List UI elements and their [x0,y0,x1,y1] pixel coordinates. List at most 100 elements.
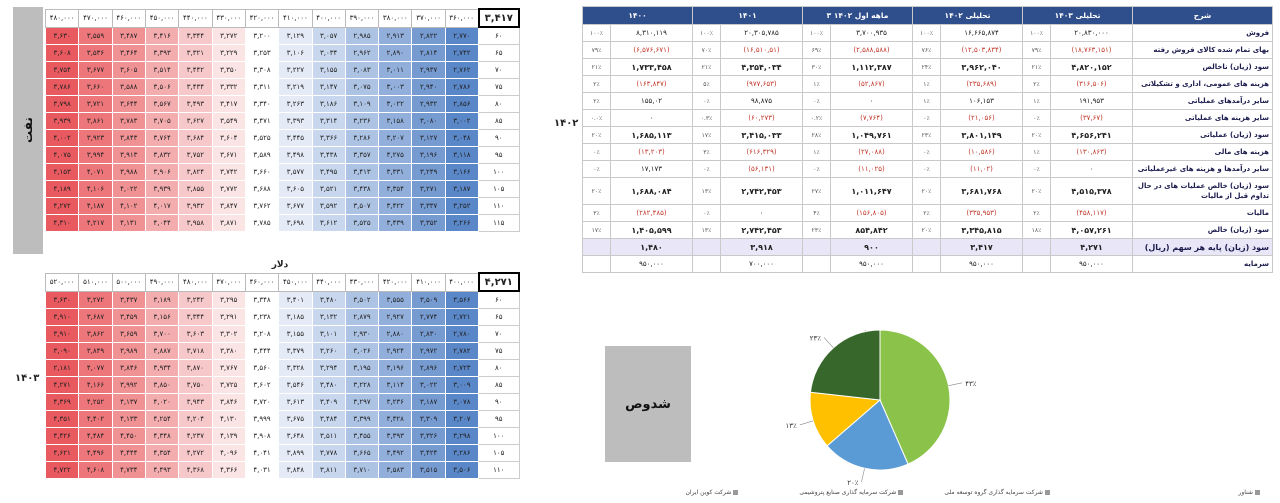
pie-slice [826,399,909,471]
legend-label: شناور [1238,489,1253,496]
fin-percent-cell: ۰.۲٪ [802,109,831,127]
sensitivity-cell: ۴,۱۶۶ [78,376,113,394]
fin-percent-cell: ۱٪ [802,75,831,93]
fin-percent-cell: ۱٪ [912,75,941,93]
sensitivity-cell: ۳,۶۷۷ [78,61,113,79]
sensitivity-cell: ۳,۹۹۲ [111,376,146,394]
sensitivity-cell: ۳,۸۷۱ [211,214,246,232]
sensitivity-cell: ۴,۲۷۱ [44,376,80,394]
fin-value-cell: ۰ [610,109,693,127]
sensitivity-cell: ۳,۷۵۴ [44,61,80,79]
pie-leader-line [823,337,834,349]
column-header: ۴۳۰,۰۰۰ [211,8,246,28]
fin-percent-cell: ۰٪ [802,92,831,110]
sensitivity-cell: ۳,۴۲۲ [378,197,413,215]
fin-row-label: سایر درآمدها و هزینه های غیرعملیاتی [1132,160,1274,178]
fin-value-cell: ۴,۰۵۷,۲۶۱ [1050,221,1134,239]
fin-value-cell: (۵۶,۱۳۱) [720,160,803,178]
sensitivity-cell: ۳,۲۹۱ [211,308,246,326]
sensitivity-cell: ۳,۸۴۹ [78,342,113,360]
sensitivity-cell: ۳,۴۰۹ [311,393,346,411]
fin-column-header: تحلیلی ۱۴۰۳ [1022,6,1134,25]
fin-value-cell: (۱۵۶,۸۰۵) [830,204,913,222]
sensitivity-cell: ۳,۵۰۷ [344,197,380,215]
sensitivity-cell: ۴,۲۷۲ [44,197,80,215]
sensitivity-cell: ۳,۱۹۶ [378,359,413,377]
oil-dollar-sensitivity-table-1402: ۴۸۰,۰۰۰ ۴۷۰,۰۰۰ ۴۶۰,۰۰۰ ۴۵۰,۰۰۰ ۴۴۰,۰۰۰ ۴۳۰,۰… [44,8,521,232]
sensitivity-cell: ۴,۱۳۳ [111,410,146,428]
fin-percent-cell [1022,238,1052,256]
sensitivity-cell: ۲,۷۴۲ [444,44,480,62]
sensitivity-cell: ۴,۲۵۲ [78,393,113,411]
sensitivity-cell: ۲,۷۸۲ [444,342,480,360]
sensitivity-cell: ۳,۶۲۷ [178,112,213,130]
fin-percent-cell: ۲۳٪ [802,221,831,239]
fin-row: ۲۱٪ ۱,۷۳۳,۴۵۸ ۲۱٪ ۴,۳۵۴,۰۳۴ ۳۰٪ ۱,۱۱۲,۳۸۷ ۲۴٪ ۳… [582,58,1274,76]
sensitivity-cell: ۳,۵۰۹ [411,290,446,309]
fin-value-cell: ۱,۶۸۸,۰۸۴ [610,177,693,205]
row-header: ۷۵ [478,78,520,96]
sensitivity-cell: ۴,۰۲۲ [111,180,146,198]
oil-dollar-sensitivity-table-1403: ۵۲۰,۰۰۰ ۵۱۰,۰۰۰ ۵۰۰,۰۰۰ ۴۹۰,۰۰۰ ۴۸۰,۰۰۰ ۴۷۰,۰… [44,272,521,479]
sensitivity-cell: ۳,۰۲۶ [344,342,380,360]
legend-swatch [1254,490,1260,495]
fin-value-cell: ۹۸,۸۷۵ [720,92,803,110]
fin-percent-cell [692,238,721,256]
sensitivity-cell: ۳,۹۲۳ [78,129,113,147]
table-row: ۳,۶۰۸ ۳,۵۳۶ ۳,۴۶۴ ۳,۳۹۳ ۳,۳۲۱ ۳,۲۲۹ ۳,۲۵۳ ۳,۱۰۶… [44,44,520,62]
sensitivity-cell: ۳,۳۴۴ [178,26,213,45]
sensitivity-cell: ۴,۱۳۷ [111,393,146,411]
column-header: ۴۴۰,۰۰۰ [311,272,346,292]
sensitivity-cell: ۳,۳۰۲ [211,325,246,343]
fin-row: ۲۰٪ ۱,۶۸۸,۰۸۴ ۱۳٪ ۲,۷۴۲,۴۵۳ ۲۷٪ ۱,۰۱۱,۶۴۷ ۲۰٪ ۳… [582,177,1274,205]
fin-percent-cell: ۲۰٪ [912,177,941,205]
sensitivity-cell: ۳,۶۱۲ [311,214,346,232]
sensitivity-cell: ۳,۰۴۸ [444,129,480,147]
sensitivity-cell: ۴,۱۸۷ [78,197,113,215]
table-row: ۳,۹۱۰ ۳,۸۶۲ ۳,۶۵۹ ۳,۷۰۰ ۳,۶۰۳ ۳,۳۰۲ ۳,۲۰۸ ۳,۱۵۵… [44,325,520,343]
sensitivity-cell: ۳,۲۷۲ [78,290,113,309]
fin-row: ۰.۰٪ ۰ ۰.۳٪ (۶۰,۲۷۳) ۰.۲٪ (۷,۷۶۴) ۰٪ (۲۱,۰۵۶) ۰٪… [582,109,1274,127]
fin-percent-cell: ۰٪ [912,160,941,178]
table-row: ۳,۷۹۸ ۳,۷۲۱ ۳,۶۴۴ ۳,۵۶۷ ۳,۴۹۳ ۳,۴۱۷ ۳,۳۴۰ ۳,۲۶۳… [44,95,520,113]
fin-percent-cell: ۱۰۰٪ [802,24,831,42]
sensitivity-cell: ۳,۱۲۷ [411,129,446,147]
sensitivity-cell: ۲,۸۵۶ [444,95,480,113]
fin-row-label: فروش [1132,24,1274,42]
sensitivity-cell: ۳,۴۴۵ [278,129,313,147]
fin-row: ۱۷٪ ۱,۴۰۵,۵۹۹ ۱۳٪ ۲,۷۴۲,۴۵۳ ۲۳٪ ۸۵۴,۸۴۲ ۲۰٪ ۳,۳… [582,221,1274,239]
fin-value-cell: (۴۵۸,۱۱۷) [1050,204,1134,222]
fin-percent-cell: ۰.۳٪ [692,109,721,127]
column-header: ۴۲۰,۰۰۰ [244,8,280,28]
sensitivity-cell: ۲,۸۹۶ [411,359,446,377]
dollar-label: دلار [271,260,289,270]
sensitivity-cell: ۳,۵۷۷ [278,163,313,181]
column-header: ۴۰۰,۰۰۰ [311,8,346,28]
sensitivity-cell: ۴,۲۱۷ [78,214,113,232]
fin-value-cell: ۹۰۰ [830,238,913,256]
fin-value-cell: (۲۷,۰۸۸) [830,143,913,161]
fin-value-cell: (۹۷۷,۶۵۳) [720,75,803,93]
sensitivity-cell: ۳,۲۴۹ [411,163,446,181]
table-row: ۴,۶۲۱ ۴,۴۹۶ ۴,۴۴۴ ۴,۳۵۴ ۴,۲۷۲ ۴,۰۹۶ ۴,۰۴۱ ۳,۸۹۹… [44,444,520,462]
sensitivity-cell: ۳,۳۳۱ [378,163,413,181]
fin-row: ۲٪ (۱۶۳,۸۴۷) ۵٪ (۹۷۷,۶۵۳) ۱٪ (۵۲,۸۶۷) ۱٪ (۲۳۵,۶… [582,75,1274,93]
sensitivity-cell: ۳,۵۲۵ [344,214,380,232]
table-row: ۴,۲۷۱ ۴,۱۶۶ ۳,۹۹۲ ۳,۸۵۰ ۳,۷۵۰ ۳,۷۲۵ ۳,۶۰۲ ۳,۵۴۶… [44,376,520,394]
fin-value-cell: (۵۲,۸۶۷) [830,75,913,93]
fin-percent-cell: ۲۰٪ [582,177,611,205]
pie-leader-line [948,382,963,386]
sensitivity-cell: ۳,۳۰۸ [244,61,280,79]
sensitivity-cell: ۴,۰۷۷ [78,359,113,377]
sensitivity-cell: ۴,۷۲۲ [44,461,80,479]
sensitivity-cell: ۴,۰۹۶ [211,444,246,462]
sensitivity-cell: ۳,۵۳۶ [78,44,113,62]
sensitivity-cell: ۴,۳۶۸ [178,461,213,479]
sensitivity-cell: ۳,۲۳۶ [344,112,380,130]
sensitivity-cell: ۳,۴۸۴ [311,410,346,428]
sensitivity-cell: ۴,۲۰۴ [178,410,213,428]
sensitivity-cell: ۳,۶۹۸ [278,214,313,232]
sensitivity-cell: ۳,۲۶۶ [444,214,480,232]
fin-percent-cell [1022,255,1052,273]
pie-data-label: ۲۳٪ [810,334,822,342]
